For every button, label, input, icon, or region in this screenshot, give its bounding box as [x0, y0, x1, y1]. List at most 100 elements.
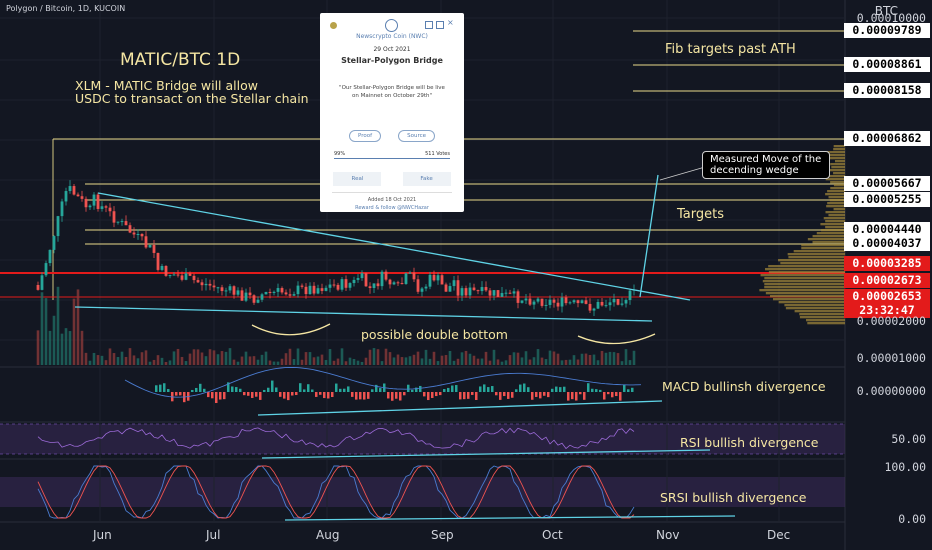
volume-profile-bar-52: [778, 301, 845, 304]
macd-bar-41: [319, 392, 322, 395]
volume-bar-83: [368, 349, 372, 365]
macd-bar-115: [615, 392, 618, 397]
candle-body-146: [620, 303, 624, 305]
volume-bar-136: [580, 353, 584, 365]
volume-bar-2: [44, 298, 48, 365]
proof-button[interactable]: Proof: [348, 130, 382, 142]
candle-body-113: [488, 290, 492, 296]
candle-body-3: [48, 249, 52, 264]
candle-body-45: [216, 287, 220, 289]
source-button[interactable]: Source: [398, 130, 435, 142]
chart-title-annotation: MATIC/BTC 1D: [120, 50, 241, 70]
candle-body-129: [552, 299, 556, 303]
macd-bar-23: [247, 392, 250, 396]
candle-body-123: [528, 298, 532, 305]
real-vote-button[interactable]: Real: [333, 172, 382, 186]
candle-body-118: [508, 292, 512, 294]
macd-bar-50: [355, 392, 358, 400]
macd-bar-61: [399, 392, 402, 401]
candle-body-144: [612, 298, 616, 303]
candle-body-70: [316, 288, 320, 294]
candle-body-0: [36, 285, 40, 290]
candle-body-78: [348, 283, 352, 288]
candle-body-35: [176, 274, 180, 276]
candle-body-1: [40, 275, 44, 290]
volume-profile-bar-36: [787, 253, 845, 256]
candle-body-110: [476, 290, 480, 292]
volume-bar-39: [192, 349, 196, 365]
macd-bar-88: [507, 392, 510, 399]
volume-profile-bar-23: [828, 214, 845, 217]
macd-bar-81: [479, 386, 482, 392]
volume-bar-110: [476, 358, 480, 365]
macd-bar-11: [199, 383, 202, 392]
volume-bar-122: [524, 351, 528, 365]
candle-body-65: [296, 285, 300, 295]
volume-bar-121: [520, 357, 524, 365]
candle-body-51: [240, 290, 244, 301]
price-label-1: 0.00009789: [844, 23, 930, 38]
volume-bar-38: [188, 353, 192, 365]
macd-bar-20: [235, 387, 238, 392]
macd-bar-22: [243, 392, 246, 396]
volume-profile-bar-31: [807, 238, 845, 241]
candle-body-79: [352, 279, 356, 284]
candle-body-121: [520, 300, 524, 303]
macd-bar-42: [323, 392, 326, 399]
fake-vote-button[interactable]: Fake: [402, 172, 451, 186]
volume-profile-bar-10: [827, 175, 845, 178]
calendar-icon[interactable]: [425, 21, 433, 29]
volume-bar-117: [504, 360, 508, 365]
volume-bar-17: [104, 360, 108, 365]
macd-bar-27: [263, 389, 266, 392]
volume-bar-89: [392, 357, 396, 365]
candle-body-23: [128, 225, 132, 233]
candle-body-58: [268, 291, 272, 293]
candle-body-57: [264, 291, 268, 295]
candle-body-36: [180, 275, 184, 280]
volume-bar-108: [468, 353, 472, 365]
volume-bar-137: [584, 353, 588, 365]
volume-bar-138: [588, 354, 592, 365]
macd-bar-87: [503, 392, 506, 397]
card-reward: Reward & follow @NWCHazar: [355, 205, 429, 211]
candle-body-143: [608, 302, 612, 306]
macd-bar-3: [167, 389, 170, 392]
macd-zero-label: 0.00000000: [856, 384, 926, 398]
candle-body-47: [224, 290, 228, 292]
volume-bar-3: [48, 330, 52, 365]
volume-profile-bar-12: [830, 181, 845, 184]
volume-bar-145: [616, 353, 620, 365]
macd-bar-106: [579, 392, 582, 395]
candle-body-111: [480, 287, 484, 292]
volume-profile-bar-44: [764, 277, 845, 280]
volume-bar-147: [624, 349, 628, 365]
volume-bar-4: [52, 315, 56, 365]
candle-body-101: [440, 275, 444, 285]
macd-bar-18: [227, 382, 230, 392]
candle-body-117: [504, 292, 508, 294]
volume-bar-0: [36, 330, 40, 365]
close-icon[interactable]: ×: [447, 18, 454, 27]
x-label-oct: Oct: [542, 528, 563, 542]
volume-bar-52: [244, 351, 248, 365]
volume-bar-85: [376, 349, 380, 365]
candle-body-91: [400, 283, 404, 285]
candle-body-34: [172, 274, 176, 276]
macd-bar-63: [407, 384, 410, 392]
x-label-jul: Jul: [206, 528, 221, 542]
volume-bar-68: [308, 352, 312, 365]
volume-bar-81: [360, 361, 364, 365]
volume-bar-148: [628, 360, 632, 365]
volume-bar-34: [172, 351, 176, 365]
news-card[interactable]: × Newscrypto Coin (NWC) 29 Oct 2021 Stel…: [320, 13, 464, 212]
candle-body-50: [236, 290, 240, 295]
candle-body-40: [196, 280, 200, 283]
share-icon[interactable]: [436, 21, 444, 29]
candle-body-124: [532, 301, 536, 305]
candle-body-148: [628, 290, 632, 301]
volume-bar-78: [348, 357, 352, 365]
candle-body-37: [184, 273, 188, 280]
macd-bar-94: [531, 392, 534, 400]
